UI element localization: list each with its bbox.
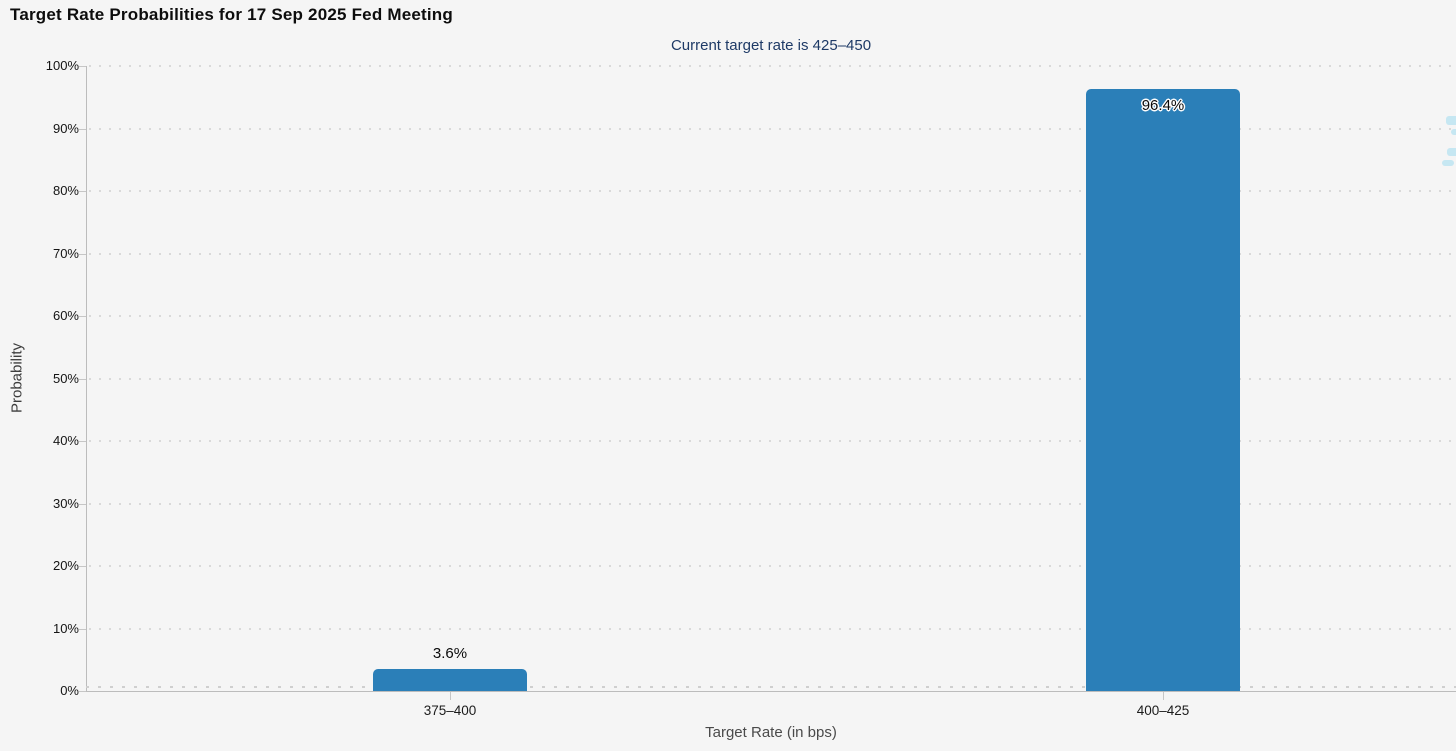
- y-tick-label: 20%: [52, 558, 79, 573]
- y-tick: [79, 628, 86, 630]
- y-tick-label: 50%: [52, 370, 79, 386]
- y-tick-label: 0%: [60, 683, 79, 698]
- x-tick: [1163, 692, 1164, 700]
- gridline-60%: [89, 315, 1456, 317]
- y-tick: [79, 316, 86, 317]
- y-tick-label: 60%: [52, 308, 79, 323]
- right-edge-artifact: [1446, 116, 1456, 125]
- x-tick-label: 400–425: [1136, 703, 1190, 718]
- gridline-50%: [89, 377, 1456, 380]
- y-tick: [79, 503, 86, 505]
- gridline-20%: [89, 565, 1456, 567]
- right-edge-artifact: [1447, 148, 1456, 156]
- gridline-90%: [89, 127, 1456, 130]
- x-tick: [450, 692, 451, 700]
- gridline-100%: [89, 65, 1456, 67]
- y-tick: [79, 66, 86, 67]
- bar-value-label: 96.4%: [1141, 96, 1185, 114]
- gridline-40%: [89, 440, 1456, 442]
- y-tick: [79, 253, 86, 255]
- x-axis-line: [86, 691, 1456, 692]
- chart-title: Target Rate Probabilities for 17 Sep 202…: [10, 5, 453, 24]
- y-tick: [79, 378, 86, 380]
- gridline-70%: [89, 252, 1456, 255]
- x-tick-label: 375–400: [423, 703, 477, 718]
- chart-subtitle: Current target rate is 425–450: [670, 37, 872, 54]
- gridline-10%: [89, 627, 1456, 630]
- y-tick: [79, 566, 86, 567]
- x-axis-minor-ticks: [86, 686, 1456, 688]
- right-edge-artifact: [1451, 129, 1456, 135]
- right-edge-artifact: [1442, 160, 1454, 166]
- bar-400-425[interactable]: [1086, 88, 1240, 691]
- y-tick-label: 30%: [52, 495, 79, 511]
- y-tick-label: 70%: [52, 245, 79, 261]
- y-tick-label: 100%: [45, 58, 79, 73]
- y-tick: [79, 691, 86, 692]
- y-axis-line: [86, 66, 87, 691]
- gridline-30%: [89, 502, 1456, 505]
- y-tick: [79, 128, 86, 130]
- gridline-80%: [89, 190, 1456, 192]
- bar-375-400[interactable]: [373, 668, 527, 691]
- y-tick-label: 90%: [52, 120, 79, 136]
- x-axis-title: Target Rate (in bps): [705, 724, 837, 741]
- y-tick: [79, 441, 86, 442]
- y-tick: [79, 191, 86, 192]
- y-tick-label: 40%: [52, 433, 79, 448]
- y-tick-label: 10%: [52, 620, 79, 636]
- y-tick-label: 80%: [52, 183, 79, 198]
- y-axis-title: Probability: [8, 342, 26, 414]
- bar-value-label: 3.6%: [432, 644, 468, 662]
